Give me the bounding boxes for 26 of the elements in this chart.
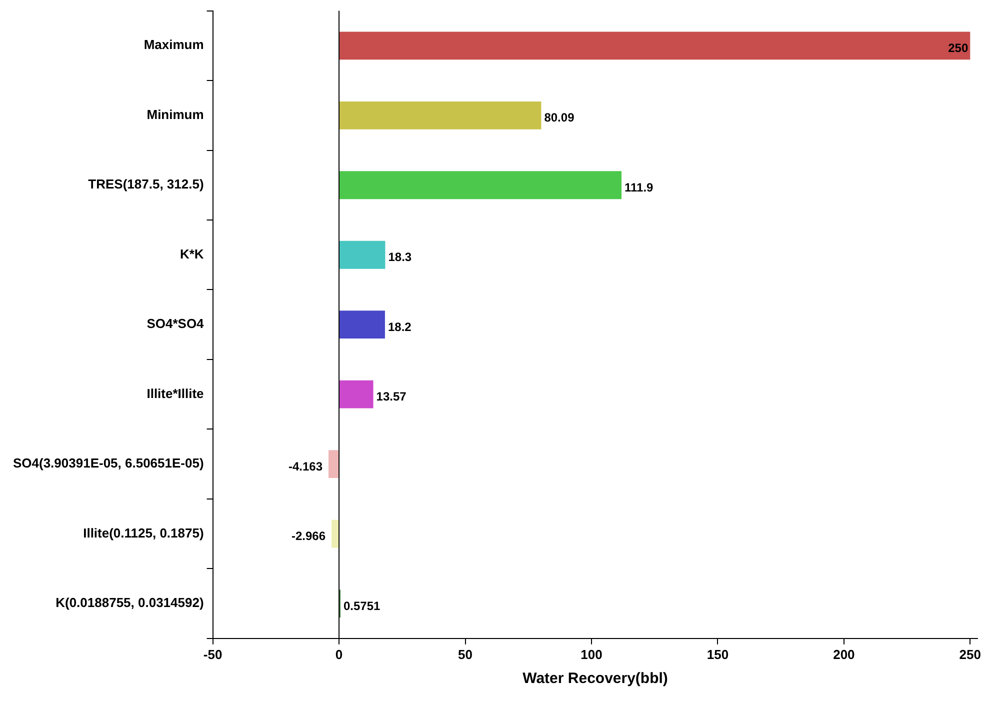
x-tick-label: 100 [580,646,602,662]
data-label: 18.2 [388,320,412,334]
x-axis-title: Water Recovery(bbl) [522,670,668,688]
data-label: 80.09 [544,110,575,125]
data-label: -2.966 [292,529,326,544]
x-tick-label: 50 [458,646,472,662]
data-label: 250 [948,40,968,55]
y-tick-label: SO4(3.90391E-05, 6.50651E-05) [12,456,204,471]
data-label: 0.5751 [343,598,381,613]
y-tick-label: Illite*Illite [146,386,204,401]
y-tick-label: Illite(0.1125, 0.1875) [83,525,204,540]
x-tick-label: 150 [706,646,729,662]
y-tick-label: Minimum [146,106,204,122]
y-tick-label: TRES(187.5, 312.5) [88,176,204,192]
data-label: -4.163 [288,459,323,474]
x-tick-label: 250 [959,646,982,662]
y-tick-label: K*K [180,246,204,262]
data-label: 111.9 [624,180,654,194]
data-label: 18.3 [388,250,412,264]
x-tick-label: 0 [335,646,343,662]
data-label: 13.57 [376,390,407,404]
y-tick-label: Maximum [144,37,204,52]
x-tick-label: 200 [833,646,855,662]
x-tick-label: -50 [203,646,222,662]
y-tick-label: SO4*SO4 [146,316,205,332]
y-tick-label: K(0.0188755, 0.0314592) [56,595,204,610]
